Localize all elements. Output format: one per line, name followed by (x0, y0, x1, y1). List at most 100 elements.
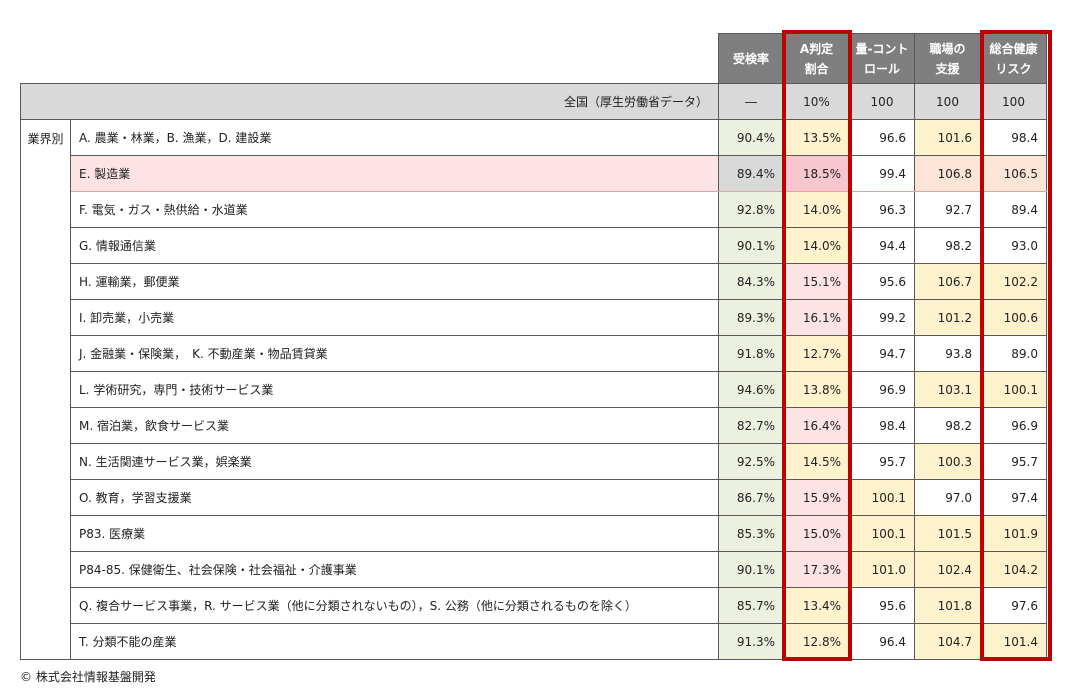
value-cell: 18.5% (783, 155, 850, 192)
value-cell: 95.7 (849, 443, 915, 480)
value-cell: 103.1 (914, 371, 981, 408)
value-cell: 85.3% (718, 515, 784, 552)
value-cell: 91.8% (718, 335, 784, 372)
value-cell: 82.7% (718, 407, 784, 444)
header-row: 受検率 A判定 割合 量-コント ロール 職場の 支援 総合健康 リスク (20, 33, 1047, 84)
header-blank (20, 33, 719, 84)
value-cell: 102.2 (980, 263, 1047, 300)
value-cell: 86.7% (718, 479, 784, 516)
value-cell: 101.9 (980, 515, 1047, 552)
header-exam-rate: 受検率 (718, 33, 784, 84)
value-cell: 12.7% (783, 335, 850, 372)
value-cell: 106.7 (914, 263, 981, 300)
value-cell: 100.1 (980, 371, 1047, 408)
table-row: E. 製造業 89.4% 18.5% 99.4 106.8 106.5 (21, 155, 1047, 192)
value-cell: 95.7 (980, 443, 1047, 480)
table-row: P84-85. 保健衛生、社会保険・社会福祉・介護事業 90.1% 17.3% 101… (21, 551, 1047, 588)
table-row: G. 情報通信業 90.1% 14.0% 94.4 98.2 93.0 (21, 227, 1047, 264)
value-cell: 92.5% (718, 443, 784, 480)
header-total-health-risk: 総合健康 リスク (980, 33, 1047, 84)
value-cell: 14.5% (783, 443, 850, 480)
table-row: P83. 医療業 85.3% 15.0% 100.1 101.5 101.9 (21, 515, 1047, 552)
value-cell: 100.1 (849, 515, 915, 552)
value-cell: 100.6 (980, 299, 1047, 336)
value-cell: 101.4 (980, 623, 1047, 660)
value-cell: 94.7 (849, 335, 915, 372)
value-cell: 106.5 (980, 155, 1047, 192)
value-cell: 101.5 (914, 515, 981, 552)
national-value: 100 (849, 83, 915, 120)
value-cell: 96.6 (849, 119, 915, 156)
value-cell: 92.7 (914, 191, 981, 228)
industry-name: P83. 医療業 (70, 515, 719, 552)
value-cell: 100.3 (914, 443, 981, 480)
table-row: H. 運輸業，郵便業 84.3% 15.1% 95.6 106.7 102.2 (21, 263, 1047, 300)
value-cell: 92.8% (718, 191, 784, 228)
value-cell: 100.1 (849, 479, 915, 516)
industry-name: N. 生活関連サービス業，娯楽業 (70, 443, 719, 480)
value-cell: 13.8% (783, 371, 850, 408)
value-cell: 85.7% (718, 587, 784, 624)
value-cell: 16.4% (783, 407, 850, 444)
value-cell: 90.4% (718, 119, 784, 156)
table-row: N. 生活関連サービス業，娯楽業 92.5% 14.5% 95.7 100.3 95.7 (21, 443, 1047, 480)
value-cell: 14.0% (783, 191, 850, 228)
value-cell: 96.4 (849, 623, 915, 660)
industry-name: O. 教育，学習支援業 (70, 479, 719, 516)
industry-health-table: 受検率 A判定 割合 量-コント ロール 職場の 支援 総合健康 リスク 全国（厚生労働… (20, 33, 1047, 660)
industry-name: E. 製造業 (70, 155, 719, 192)
value-cell: 13.4% (783, 587, 850, 624)
value-cell: 97.6 (980, 587, 1047, 624)
table-row: L. 学術研究，専門・技術サービス業 94.6% 13.8% 96.9 103.1 100… (21, 371, 1047, 408)
value-cell: 15.1% (783, 263, 850, 300)
national-value: 10% (783, 83, 850, 120)
value-cell: 98.4 (849, 407, 915, 444)
value-cell: 93.8 (914, 335, 981, 372)
industry-name: L. 学術研究，専門・技術サービス業 (70, 371, 719, 408)
header-a-rating: A判定 割合 (783, 33, 850, 84)
industry-name: M. 宿泊業，飲食サービス業 (70, 407, 719, 444)
value-cell: 98.2 (914, 227, 981, 264)
national-value: ― (718, 83, 784, 120)
value-cell: 104.7 (914, 623, 981, 660)
value-cell: 106.8 (914, 155, 981, 192)
value-cell: 98.2 (914, 407, 981, 444)
industry-name: Q. 複合サービス事業，R. サービス業（他に分類されないもの），S. 公務（他… (70, 587, 719, 624)
industry-name: T. 分類不能の産業 (70, 623, 719, 660)
value-cell: 89.4 (980, 191, 1047, 228)
table-row: T. 分類不能の産業 91.3% 12.8% 96.4 104.7 101.4 (21, 623, 1047, 660)
value-cell: 89.4% (718, 155, 784, 192)
value-cell: 101.0 (849, 551, 915, 588)
national-row: 全国（厚生労働省データ） ― 10% 100 100 100 (20, 83, 1047, 120)
value-cell: 101.6 (914, 119, 981, 156)
value-cell: 91.3% (718, 623, 784, 660)
value-cell: 96.9 (980, 407, 1047, 444)
value-cell: 13.5% (783, 119, 850, 156)
value-cell: 101.8 (914, 587, 981, 624)
copyright-text: © 株式会社情報基盤開発 (20, 670, 156, 684)
national-value: 100 (914, 83, 981, 120)
value-cell: 104.2 (980, 551, 1047, 588)
industry-name: G. 情報通信業 (70, 227, 719, 264)
header-workload-control: 量-コント ロール (849, 33, 915, 84)
table-row: J. 金融業・保険業， K. 不動産業・物品賃貸業 91.8% 12.7% 94.7 9… (21, 335, 1047, 372)
national-value: 100 (980, 83, 1047, 120)
value-cell: 93.0 (980, 227, 1047, 264)
value-cell: 95.6 (849, 263, 915, 300)
value-cell: 97.4 (980, 479, 1047, 516)
table-row: I. 卸売業，小売業 89.3% 16.1% 99.2 101.2 100.6 (21, 299, 1047, 336)
industry-name: P84-85. 保健衛生、社会保険・社会福祉・介護事業 (70, 551, 719, 588)
table-row: F. 電気・ガス・熱供給・水道業 92.8% 14.0% 96.3 92.7 89.4 (21, 191, 1047, 228)
value-cell: 95.6 (849, 587, 915, 624)
group-label: 業界別 (20, 119, 71, 660)
national-label: 全国（厚生労働省データ） (20, 83, 719, 120)
industry-name: F. 電気・ガス・熱供給・水道業 (70, 191, 719, 228)
value-cell: 90.1% (718, 227, 784, 264)
value-cell: 96.9 (849, 371, 915, 408)
value-cell: 94.6% (718, 371, 784, 408)
industry-name: H. 運輸業，郵便業 (70, 263, 719, 300)
value-cell: 12.8% (783, 623, 850, 660)
value-cell: 94.4 (849, 227, 915, 264)
value-cell: 96.3 (849, 191, 915, 228)
value-cell: 16.1% (783, 299, 850, 336)
